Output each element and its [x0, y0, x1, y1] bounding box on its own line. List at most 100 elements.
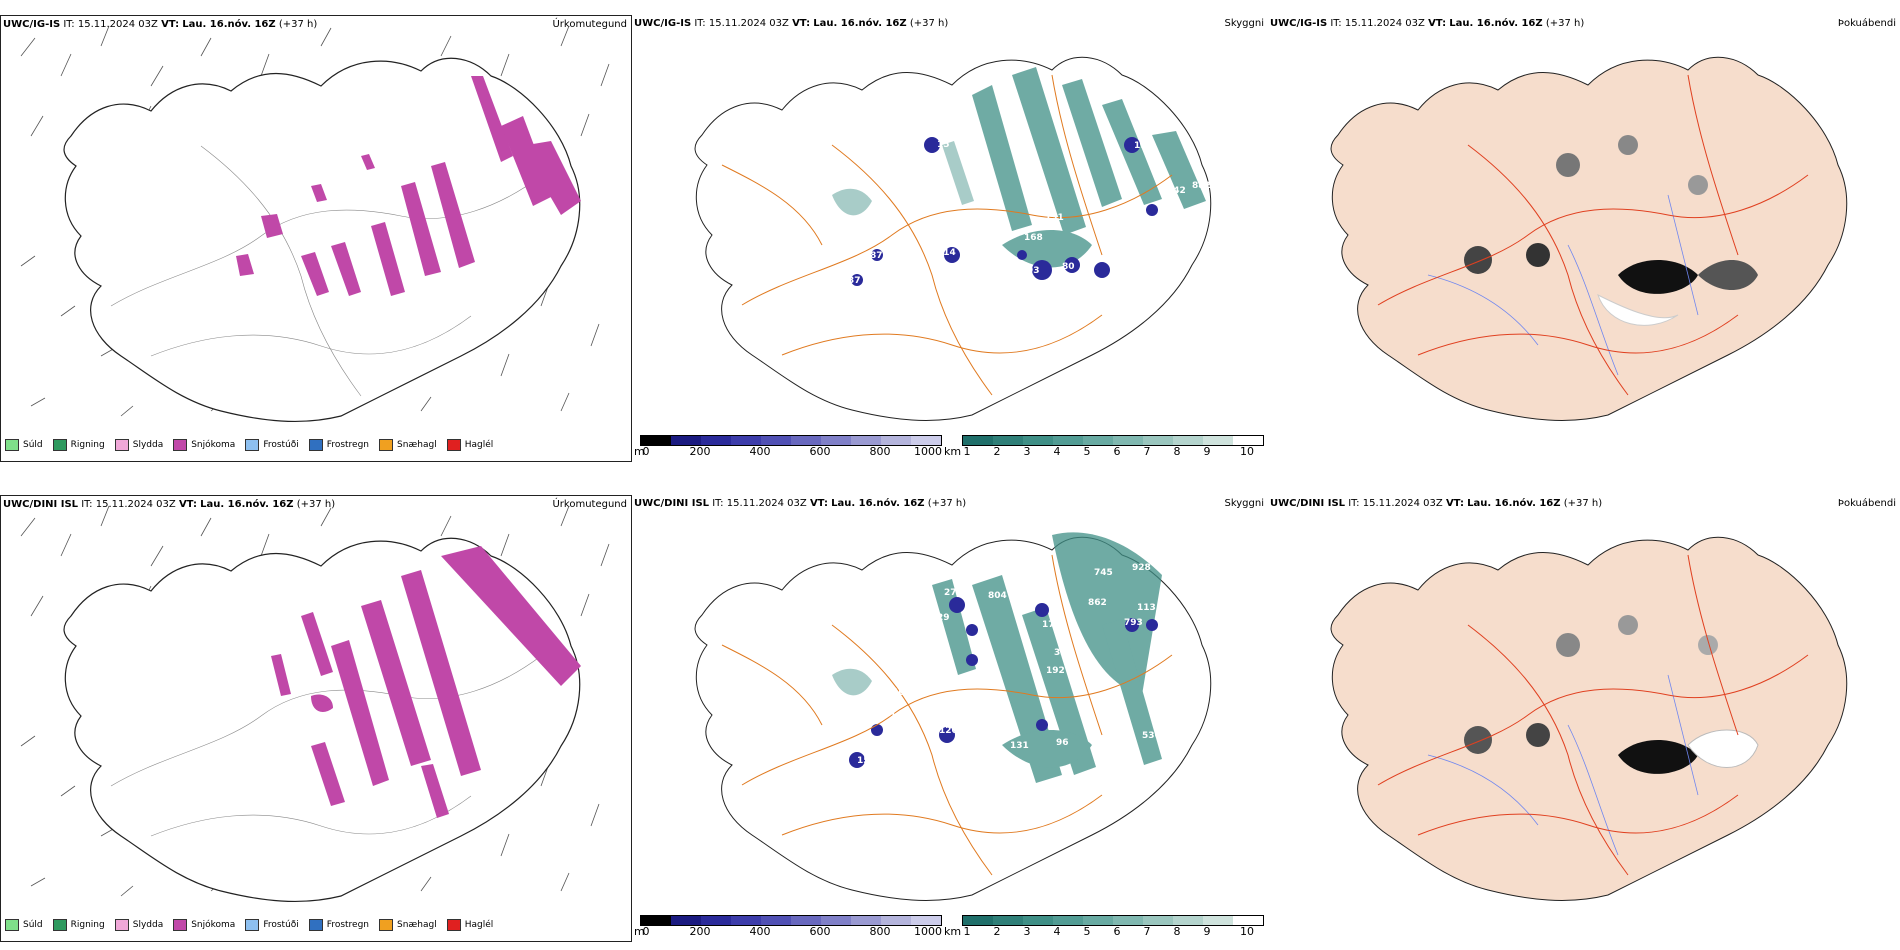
tick-label: 8: [1173, 445, 1181, 458]
legend-item: Haglél: [446, 919, 500, 931]
iceland-outline: [63, 57, 581, 423]
iceland-precip-map: [20, 25, 610, 423]
panel-header: UWC/IG-IS IT: 15.11.2024 03Z VT: Lau. 16…: [634, 18, 949, 29]
tick-label: 400: [749, 925, 771, 938]
roads: [110, 655, 542, 837]
cbar-cell: [881, 436, 911, 445]
roads: [721, 554, 1173, 876]
cbar-cell: [821, 436, 851, 445]
cloud-base-unit: m: [634, 925, 645, 938]
tick-label: 7: [1143, 445, 1151, 458]
fog-panel-2: UWC/DINI ISL IT: 15.11.2024 03Z VT: Lau.…: [1268, 495, 1900, 942]
cbar-cell: [1233, 916, 1263, 925]
panel-title: Skyggni: [1224, 498, 1264, 509]
tick-label: 4: [1053, 445, 1061, 458]
tick-label: 200: [689, 925, 711, 938]
cbar-cell: [1173, 436, 1203, 445]
map-label: 862: [1088, 598, 1107, 608]
legend-swatch: [52, 439, 67, 451]
map-label: 745: [1094, 568, 1113, 578]
fog-blobs: [1464, 615, 1759, 774]
cbar-cell: [851, 916, 881, 925]
legend-item: Súld: [5, 919, 49, 931]
tick-label: 2: [993, 445, 1001, 458]
cbar-cell: [641, 916, 671, 925]
map-label: 80: [1062, 262, 1075, 272]
cbar-cell: [993, 436, 1023, 445]
map-label: 804: [988, 591, 1007, 601]
map-label: 536: [1142, 731, 1161, 741]
panel-header: UWC/IG-IS IT: 15.11.2024 03Z VT: Lau. 16…: [3, 19, 318, 30]
cbar-cell: [791, 436, 821, 445]
cbar-cell: [911, 916, 941, 925]
cbar-cell: [1053, 436, 1083, 445]
tick-label: 600: [809, 445, 831, 458]
legend-swatch: [5, 919, 19, 931]
tick-label: 5: [1083, 925, 1091, 938]
cbar-cell: [1143, 436, 1173, 445]
visibility-unit: km: [944, 445, 962, 458]
map-label: 242: [1167, 186, 1186, 196]
panel-header: UWC/DINI ISL IT: 15.11.2024 03Z VT: Lau.…: [1270, 498, 1603, 509]
precip-type-panel-1: UWC/IG-IS IT: 15.11.2024 03Z VT: Lau. 16…: [0, 15, 632, 462]
cloud-base-colorbar: [640, 915, 942, 926]
legend-swatch: [308, 439, 323, 451]
cloud-base-labels: 118 242 882 63 131 168 274 93 80 135 114…: [848, 140, 1211, 286]
cbar-cell: [671, 916, 701, 925]
panel-header: UWC/DINI ISL IT: 15.11.2024 03Z VT: Lau.…: [634, 498, 967, 509]
tick-label: 0: [642, 925, 650, 938]
cbar-cell: [1203, 436, 1233, 445]
map-label: 120: [939, 726, 958, 736]
visibility-colorbar: [962, 915, 1264, 926]
map-label: 329: [1054, 648, 1073, 658]
tick-label: 800: [869, 925, 891, 938]
map-label: 135: [1110, 265, 1129, 275]
map-label: 168: [1024, 233, 1043, 243]
map-label: 131: [1010, 741, 1029, 751]
panel-header: UWC/IG-IS IT: 15.11.2024 03Z VT: Lau. 16…: [1270, 18, 1585, 29]
legend-swatch: [446, 439, 461, 451]
cbar-cell: [1113, 436, 1143, 445]
map-label: 274: [1110, 243, 1129, 253]
tick-label: 0: [642, 445, 650, 458]
tick-label: 1: [963, 925, 971, 938]
cbar-cell: [1053, 916, 1083, 925]
legend-item: Haglél: [446, 439, 500, 451]
tick-label: 6: [1113, 925, 1121, 938]
map-label: 207: [957, 236, 976, 246]
cbar-cell: [761, 436, 791, 445]
tick-label: 1: [963, 445, 971, 458]
map-label: 132: [894, 246, 913, 256]
iceland-fog-map: [1330, 56, 1848, 421]
cloud-base-unit: m: [634, 445, 645, 458]
map-label: 63: [1170, 641, 1183, 651]
legend-item: Snjókoma: [173, 439, 241, 451]
cbar-cell: [1083, 916, 1113, 925]
tick-label: 4: [1053, 925, 1061, 938]
cbar-cell: [1173, 916, 1203, 925]
legend-swatch: [114, 919, 129, 931]
legend-swatch: [173, 439, 188, 451]
map-label: 793: [1124, 618, 1143, 628]
legend-item: Snæhagl: [379, 439, 443, 451]
panel-title: Úrkomutegund: [552, 499, 627, 510]
cloud-visibility-panel-2: UWC/DINI ISL IT: 15.11.2024 03Z VT: Lau.…: [632, 495, 1268, 942]
map-label: 165: [890, 711, 909, 721]
roads: [1377, 74, 1809, 396]
cbar-cell: [1113, 916, 1143, 925]
map-label: 167: [1117, 741, 1136, 751]
cbar-cell: [881, 916, 911, 925]
cloud-base-labels: 745 928 862 113 147 793 63 177 329 192 2…: [857, 563, 1191, 766]
map-label: 93: [1027, 266, 1040, 276]
tick-label: 6: [1113, 445, 1121, 458]
map-label: 96: [1056, 738, 1069, 748]
map-label: 114: [937, 248, 956, 258]
legend-swatch: [114, 439, 129, 451]
tick-label: 10: [1240, 925, 1254, 938]
cbar-cell: [993, 916, 1023, 925]
map-label: 63: [1162, 206, 1175, 216]
tick-label: 1000: [914, 925, 942, 938]
cbar-cell: [1023, 916, 1053, 925]
map-label: 131: [1045, 213, 1064, 223]
legend-item: Rigning: [52, 439, 111, 451]
